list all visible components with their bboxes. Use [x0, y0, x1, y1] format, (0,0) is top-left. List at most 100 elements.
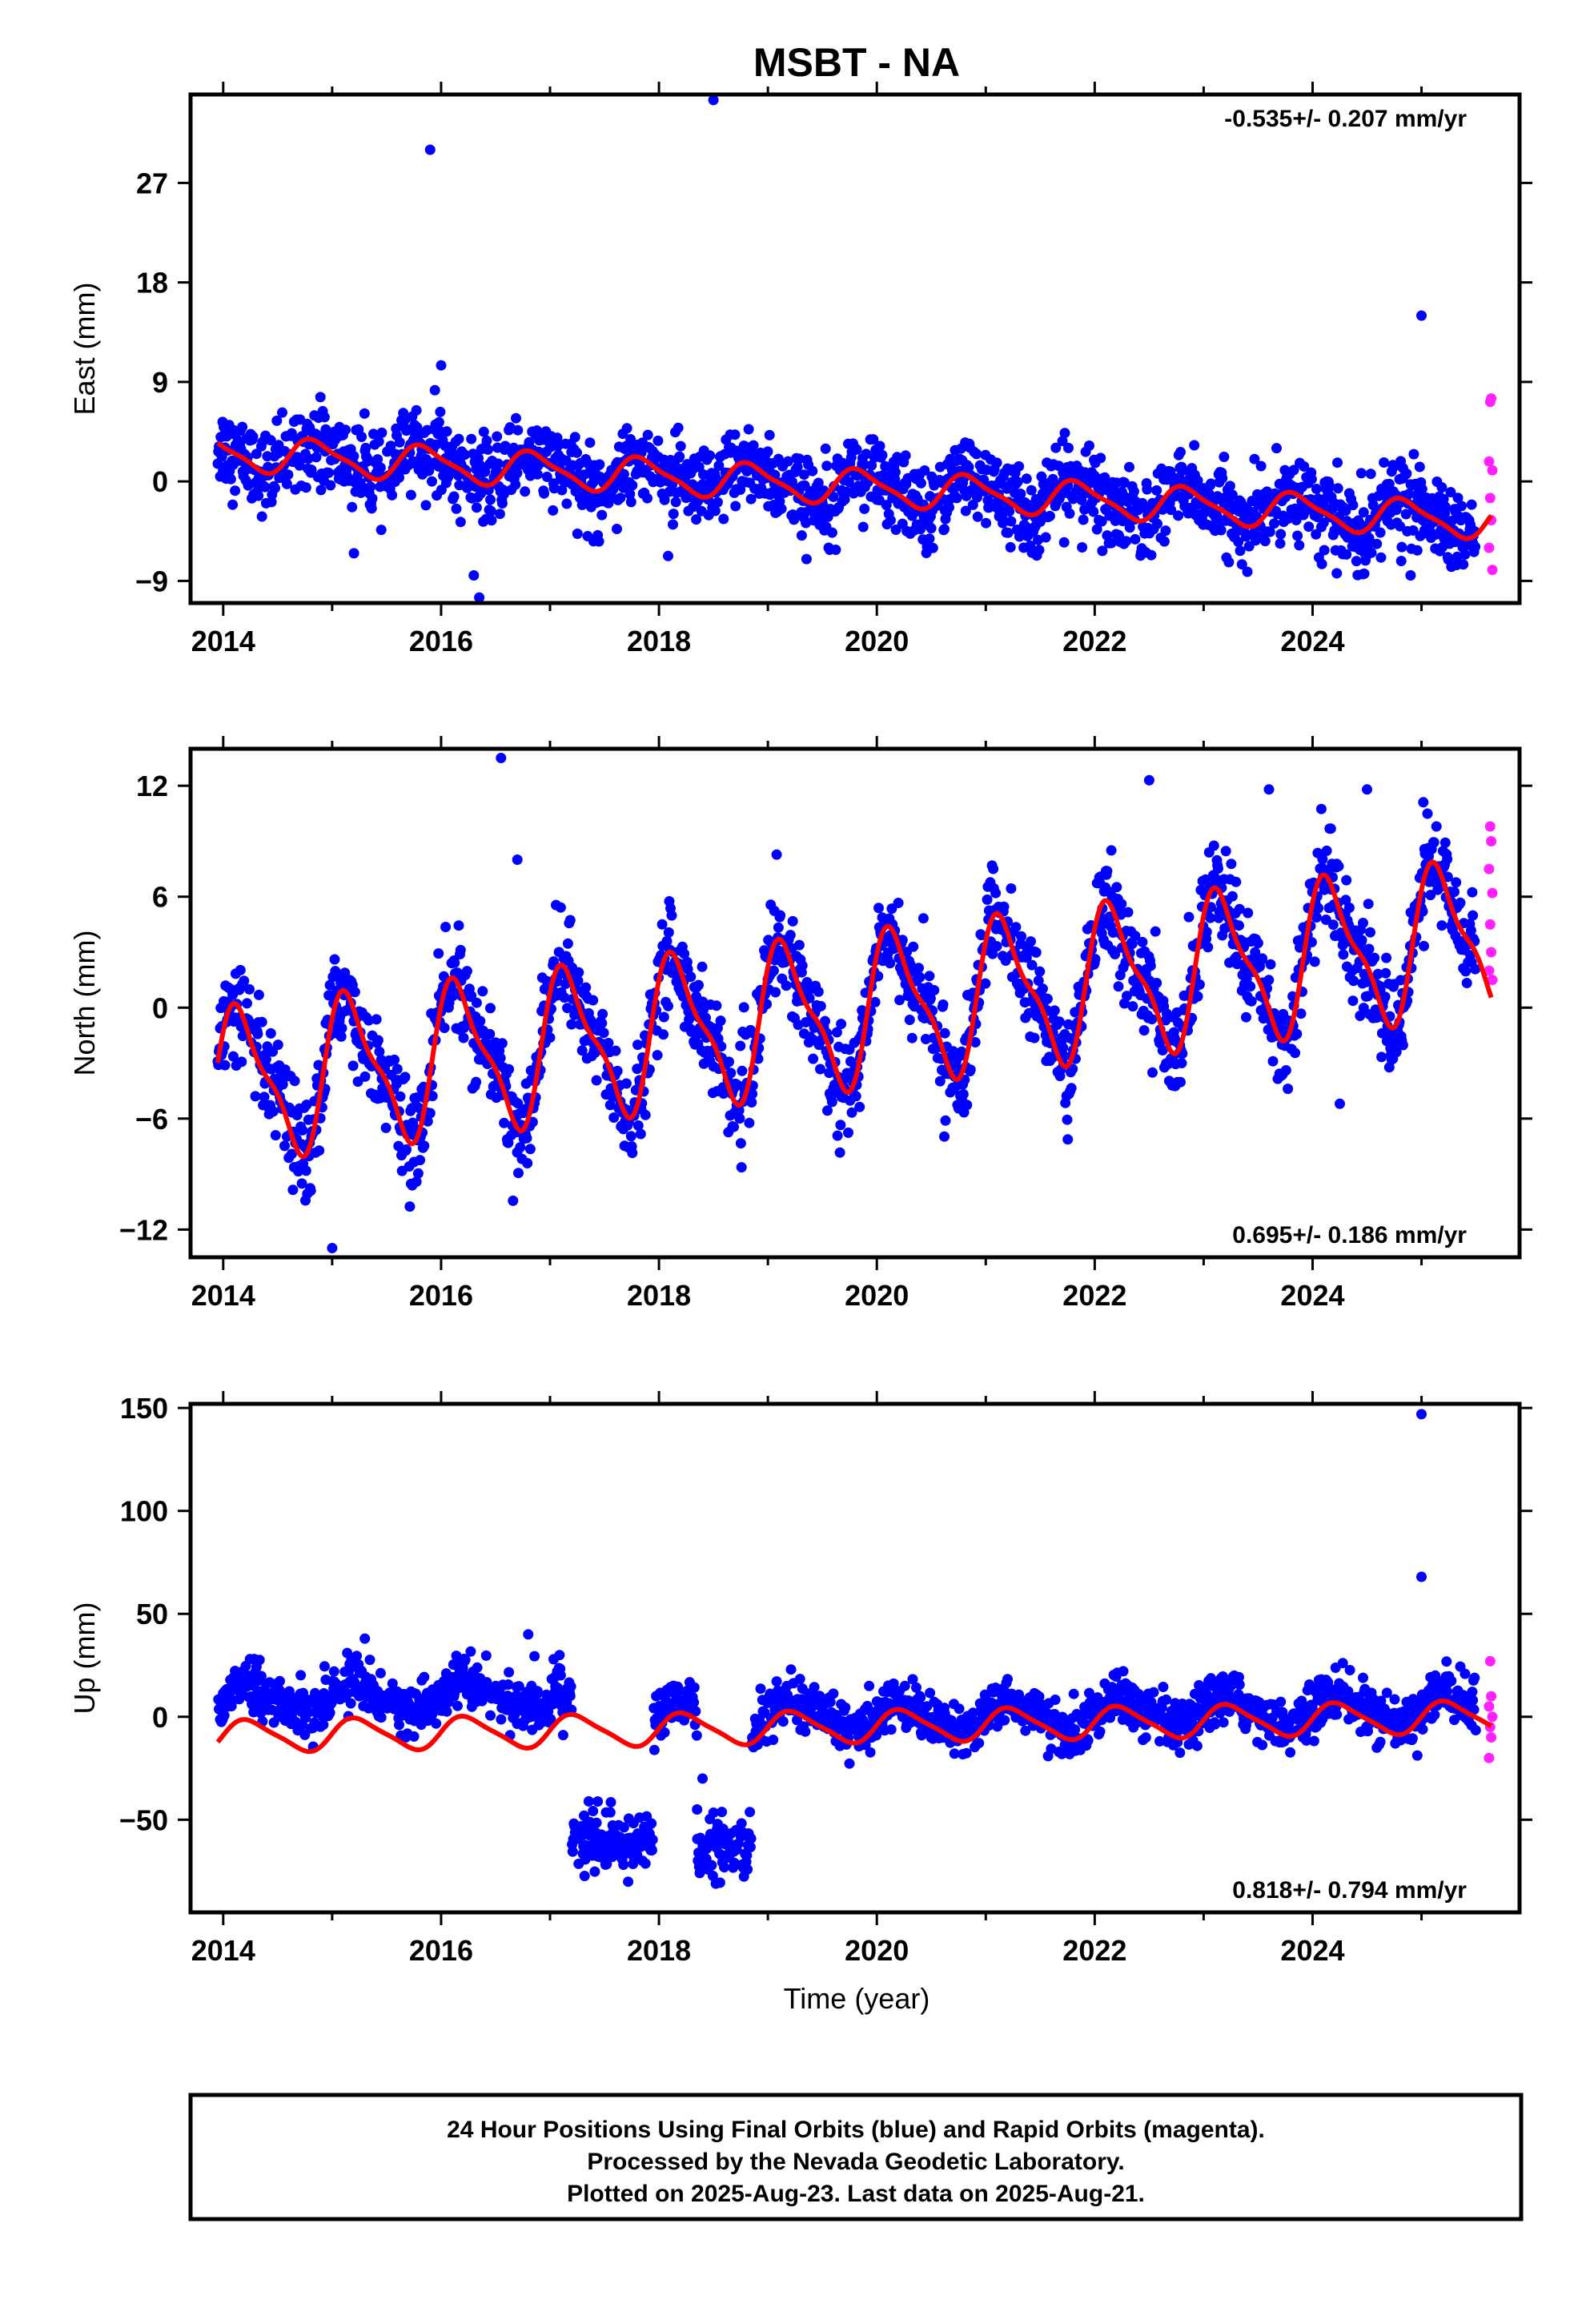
- east-point: [915, 477, 926, 489]
- north-point: [733, 1105, 745, 1116]
- east-point: [584, 437, 596, 448]
- north-outlier-point: [327, 1243, 338, 1253]
- up-point: [911, 1682, 921, 1693]
- east-point: [1403, 489, 1415, 500]
- north-point: [265, 1027, 276, 1039]
- north-point: [813, 986, 824, 997]
- up-point: [741, 1850, 753, 1861]
- east-point: [709, 505, 721, 517]
- north-point: [588, 995, 599, 1006]
- north-point: [449, 957, 460, 968]
- east-point: [652, 435, 664, 446]
- north-point: [347, 1060, 359, 1072]
- east-point: [1371, 538, 1383, 549]
- north-point: [433, 948, 444, 959]
- north-point: [562, 1003, 573, 1014]
- north-rapid-point: [1484, 863, 1495, 875]
- east-point: [480, 466, 491, 477]
- east-point: [885, 515, 896, 526]
- north-point: [1220, 846, 1231, 857]
- east-point: [1002, 527, 1014, 538]
- east-point: [319, 412, 330, 423]
- east-point: [265, 435, 276, 446]
- east-point: [615, 493, 626, 504]
- east-point: [1058, 537, 1070, 548]
- north-point: [1231, 876, 1242, 887]
- east-point: [365, 481, 376, 493]
- east-point: [294, 460, 305, 471]
- east-point: [1215, 525, 1227, 536]
- east-point: [1458, 559, 1469, 570]
- north-point: [250, 1091, 261, 1102]
- north-point: [424, 1108, 436, 1119]
- north-point: [1157, 1045, 1168, 1055]
- east-point: [1470, 541, 1481, 553]
- east-point: [927, 542, 938, 553]
- north-point: [1363, 943, 1375, 955]
- east-point: [618, 468, 629, 480]
- east-point: [453, 433, 464, 444]
- north-point: [496, 1038, 508, 1049]
- north-point: [1391, 1047, 1402, 1058]
- north-point: [591, 1075, 602, 1086]
- north-point: [679, 948, 690, 959]
- north-point: [1241, 1011, 1251, 1023]
- north-point: [305, 1185, 316, 1196]
- east-rate-label: -0.535+/- 0.207 mm/yr: [1224, 106, 1467, 132]
- east-point: [1236, 559, 1247, 570]
- east-point: [1311, 484, 1322, 494]
- north-point: [335, 1031, 347, 1042]
- up-point: [601, 1859, 612, 1870]
- east-point: [877, 449, 888, 460]
- up-point: [513, 1681, 524, 1692]
- east-point: [659, 494, 670, 505]
- north-point: [991, 941, 1002, 952]
- north-point: [835, 1120, 846, 1131]
- east-point: [366, 503, 377, 514]
- east-point: [376, 427, 387, 438]
- north-point: [1380, 967, 1391, 979]
- east-point: [1175, 447, 1186, 457]
- north-point: [1358, 918, 1368, 928]
- east-outlier-point: [468, 570, 480, 581]
- east-outlier-point: [1405, 570, 1416, 581]
- east-point: [998, 517, 1008, 529]
- north-point: [1428, 837, 1439, 848]
- up-point: [394, 1719, 404, 1731]
- east-point: [411, 404, 422, 416]
- up-point: [375, 1667, 386, 1679]
- north-point: [267, 1106, 279, 1117]
- east-point: [512, 424, 524, 436]
- north-point: [598, 1027, 609, 1039]
- north-point: [1460, 966, 1472, 977]
- east-point: [1005, 541, 1016, 553]
- east-point: [569, 432, 580, 443]
- east-point: [1375, 552, 1387, 563]
- north-point: [980, 978, 991, 989]
- east-model-curve: [216, 436, 1494, 541]
- east-point: [1128, 486, 1139, 497]
- north-point: [400, 1072, 411, 1083]
- east-point: [1102, 530, 1113, 541]
- north-point: [580, 982, 592, 993]
- up-point: [771, 1676, 782, 1687]
- up-point: [885, 1724, 897, 1735]
- east-point: [1319, 545, 1330, 556]
- east-point: [730, 501, 741, 512]
- east-frame: [188, 92, 1522, 605]
- north-point: [236, 1056, 247, 1068]
- north-point: [908, 941, 919, 952]
- east-point: [1332, 483, 1343, 494]
- up-point: [736, 1818, 747, 1829]
- up-point: [431, 1718, 442, 1729]
- north-point: [832, 1130, 843, 1141]
- east-x-tick-label: 2020: [845, 625, 909, 657]
- north-point: [873, 903, 884, 914]
- north-point: [235, 964, 246, 975]
- east-point: [1439, 501, 1451, 513]
- east-x-tick-label: 2014: [191, 625, 255, 657]
- north-point: [1200, 874, 1211, 885]
- north-point: [559, 992, 570, 1003]
- north-point: [1280, 1065, 1291, 1076]
